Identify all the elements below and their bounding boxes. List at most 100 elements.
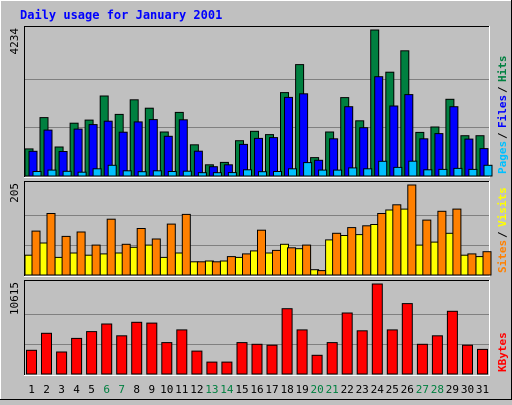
panel-kbytes: 10615 KBytes <box>8 280 509 376</box>
bar-sites-day-5 <box>91 244 101 276</box>
bar-pages-day-31 <box>483 164 493 177</box>
bar-sites-day-13 <box>211 261 221 276</box>
bar-sites-day-22 <box>347 227 357 276</box>
bar-pages-day-11 <box>182 170 192 177</box>
bar-kbytes-day-26 <box>401 303 413 375</box>
bar-kbytes-day-15 <box>236 342 248 375</box>
bar-sites-day-1 <box>31 230 41 276</box>
legend-files: Files <box>496 95 509 128</box>
bar-sites-day-28 <box>437 210 447 276</box>
bar-kbytes-day-22 <box>341 312 353 375</box>
x-tick-label-day-31: 31 <box>476 383 489 396</box>
bar-sites-day-21 <box>332 232 342 276</box>
bar-pages-day-3 <box>62 170 72 177</box>
bar-sites-day-31 <box>482 251 492 276</box>
x-tick-label-day-2: 2 <box>43 383 50 396</box>
x-tick-label-day-6: 6 <box>103 383 110 396</box>
y-axis-max-label: 10615 <box>8 282 21 315</box>
bar-files-day-29 <box>449 106 459 177</box>
bar-files-day-9 <box>148 119 158 177</box>
bar-sites-day-2 <box>46 213 56 276</box>
bar-pages-day-30 <box>468 168 478 177</box>
x-tick-label-day-17: 17 <box>265 383 278 396</box>
bar-kbytes-day-18 <box>281 308 293 375</box>
bar-kbytes-day-28 <box>431 335 443 375</box>
bar-files-day-16 <box>254 137 263 177</box>
bar-sites-day-9 <box>151 238 161 276</box>
bar-sites-day-3 <box>61 235 71 276</box>
bar-kbytes-day-27 <box>416 343 428 375</box>
bar-pages-day-12 <box>197 172 207 177</box>
bar-pages-day-23 <box>363 168 373 177</box>
x-tick-label-day-10: 10 <box>160 383 173 396</box>
bar-kbytes-day-9 <box>146 322 158 375</box>
bar-pages-day-8 <box>137 171 147 177</box>
bar-files-day-4 <box>73 128 83 177</box>
x-tick-label-day-15: 15 <box>235 383 248 396</box>
bar-files-day-2 <box>43 129 53 177</box>
bar-files-day-7 <box>118 131 128 177</box>
bar-pages-day-20 <box>318 169 328 177</box>
bar-sites-day-15 <box>242 253 251 276</box>
bar-kbytes-day-8 <box>131 321 143 375</box>
bar-sites-day-19 <box>302 244 312 276</box>
bar-sites-day-14 <box>226 256 236 276</box>
bar-sites-day-11 <box>181 213 191 276</box>
bar-sites-day-17 <box>272 249 281 276</box>
x-tick-label-day-16: 16 <box>250 383 263 396</box>
bar-sites-day-7 <box>121 243 131 276</box>
x-tick-label-day-23: 23 <box>356 383 369 396</box>
bar-sites-day-18 <box>287 247 296 276</box>
bar-sites-day-16 <box>257 229 266 276</box>
bar-sites-day-30 <box>467 253 477 276</box>
bar-kbytes-day-29 <box>446 310 458 375</box>
x-tick-label-day-19: 19 <box>295 383 308 396</box>
x-tick-label-day-21: 21 <box>326 383 339 396</box>
legend-hits_files_pages: Pages / Files / Hits <box>496 56 509 175</box>
panel-visits_sites: 205 Sites / Visits <box>8 181 509 277</box>
bar-pages-day-28 <box>438 168 448 177</box>
y-axis-max-label: 4234 <box>8 28 21 55</box>
bar-pages-day-25 <box>393 166 403 177</box>
bar-kbytes-day-25 <box>386 329 398 375</box>
bar-pages-day-5 <box>92 168 102 177</box>
bar-kbytes-day-1 <box>26 349 37 375</box>
chart-title: Daily usage for January 2001 <box>20 8 222 22</box>
bar-sites-day-6 <box>106 218 116 276</box>
x-tick-label-day-26: 26 <box>401 383 414 396</box>
bar-pages-day-24 <box>378 160 388 177</box>
bar-kbytes-day-16 <box>251 343 263 375</box>
bar-files-day-10 <box>163 135 173 177</box>
bar-pages-day-10 <box>167 171 177 177</box>
bar-kbytes-day-20 <box>311 354 323 375</box>
x-tick-label-day-18: 18 <box>280 383 293 396</box>
x-tick-label-day-20: 20 <box>310 383 323 396</box>
x-tick-label-day-3: 3 <box>58 383 65 396</box>
bar-kbytes-day-30 <box>462 344 473 375</box>
bar-kbytes-day-7 <box>116 335 128 375</box>
bar-sites-day-26 <box>407 184 417 276</box>
bar-kbytes-day-11 <box>176 329 188 375</box>
bar-pages-day-22 <box>348 167 358 177</box>
bar-pages-day-29 <box>453 167 463 177</box>
bar-pages-day-9 <box>152 170 162 177</box>
bar-pages-day-14 <box>227 172 237 177</box>
bar-kbytes-day-10 <box>161 342 173 375</box>
bar-pages-day-27 <box>423 169 433 177</box>
bar-kbytes-day-19 <box>296 329 308 375</box>
legend-visits: Visits <box>496 187 509 227</box>
bar-pages-day-6 <box>107 164 117 177</box>
bar-pages-day-19 <box>303 162 313 177</box>
y-axis-max-label: 205 <box>8 183 21 203</box>
x-tick-label-day-28: 28 <box>431 383 444 396</box>
x-tick-label-day-8: 8 <box>133 383 140 396</box>
x-tick-label-day-4: 4 <box>73 383 80 396</box>
x-tick-label-day-29: 29 <box>446 383 459 396</box>
bar-pages-day-17 <box>273 171 282 177</box>
bar-pages-day-1 <box>32 171 42 177</box>
bar-kbytes-day-14 <box>221 361 233 375</box>
bar-pages-day-15 <box>243 169 252 177</box>
legend-separator: / <box>496 231 509 238</box>
